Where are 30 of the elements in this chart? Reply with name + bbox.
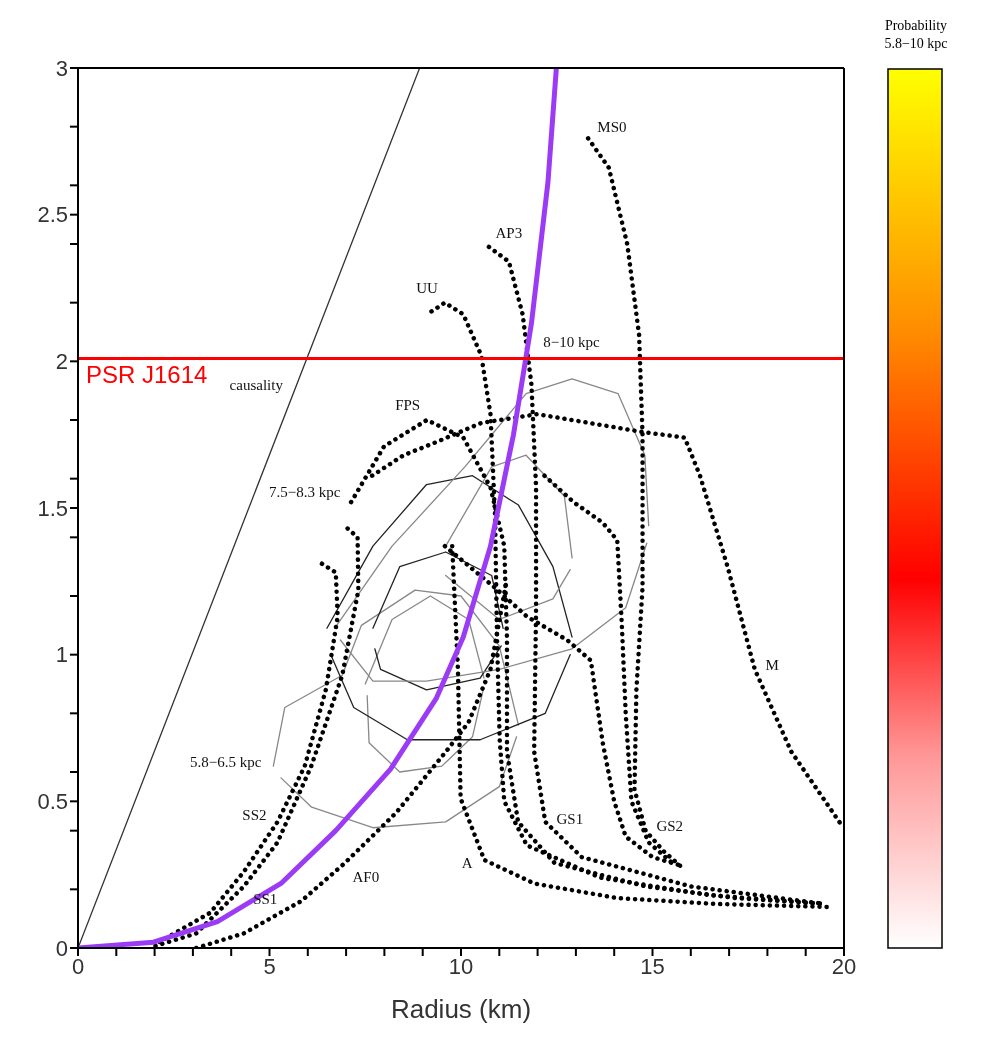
annotation: AP3	[495, 225, 523, 242]
x-tick-label: 0	[71, 953, 85, 979]
annotation: 7.5−8.3 kpc	[269, 483, 341, 500]
x-tick-label: 10	[448, 953, 474, 979]
annotation: MS0	[597, 119, 627, 136]
annotation: A	[461, 854, 473, 871]
y-tick-label: 2.5	[37, 202, 68, 228]
annotation: SS2	[242, 807, 267, 824]
annotation: SS1	[253, 891, 278, 908]
y-tick-label: 3	[55, 55, 68, 81]
y-tick-label: 2	[55, 349, 68, 375]
annotation: FPS	[395, 397, 421, 414]
annotation: UU	[416, 280, 439, 297]
x-tick-label: 5	[263, 953, 276, 979]
annotation: GS2	[656, 818, 684, 835]
y-tick-label: 0.5	[37, 789, 68, 815]
x-tick-label: 15	[640, 953, 665, 979]
annotation: 5.8−6.5 kpc	[189, 754, 262, 771]
y-tick-label: 1	[55, 642, 68, 668]
x-tick-label: 20	[831, 953, 857, 979]
x-axis-title: Radius (km)	[390, 994, 532, 1024]
y-tick-label: 0	[55, 935, 68, 961]
annotation: AF0	[352, 869, 380, 886]
annotation: GS1	[556, 810, 584, 827]
annotation: causality	[229, 377, 284, 394]
ref-line-label: PSR J1614	[86, 361, 208, 389]
annotation: M	[765, 657, 779, 674]
y-tick-label: 1.5	[37, 495, 68, 521]
annotation: 8−10 kpc	[543, 334, 600, 351]
color-bar-title: Probability 5.8−10 kpc	[884, 18, 948, 51]
